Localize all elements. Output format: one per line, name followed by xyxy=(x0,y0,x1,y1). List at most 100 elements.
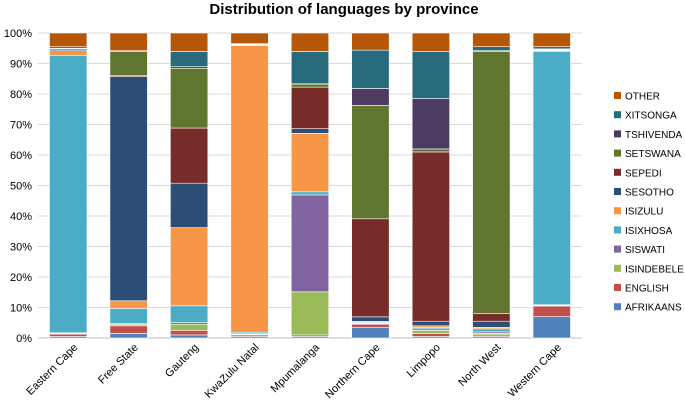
bar-segment-english-western-cape xyxy=(532,305,571,317)
legend-label: SETSWANA xyxy=(625,149,681,160)
y-tick-label: 100% xyxy=(4,28,32,40)
bar-segment-other-gauteng xyxy=(170,32,209,52)
y-tick-label: 60% xyxy=(10,150,32,162)
bar-segment-isixhosa-free-state xyxy=(109,308,148,324)
bar-segment-english-limpopo xyxy=(411,333,450,337)
x-tick-label: North West xyxy=(456,342,503,389)
bar-segment-xitsonga-mpumalanga xyxy=(290,51,330,85)
y-tick-label: 30% xyxy=(10,242,32,254)
bar-segment-sepedi-gauteng xyxy=(170,127,209,184)
legend-label: AFRIKAANS xyxy=(625,303,682,314)
x-axis-ticks: Eastern Cape Free State Gauteng KwaZulu Nat… xyxy=(24,341,564,400)
bar-segment-isixhosa-western-cape xyxy=(532,51,571,306)
bar-segment-xitsonga-gauteng xyxy=(170,51,209,68)
bar-segment-setswana-gauteng xyxy=(170,67,209,129)
bar-segment-sepedi-north-west xyxy=(472,313,511,322)
bar-segment-sesotho-mpumalanga xyxy=(290,128,330,134)
y-tick-label: 20% xyxy=(10,272,32,284)
bar-segment-sesotho-north-west xyxy=(472,320,511,328)
bar-segment-other-limpopo xyxy=(411,32,450,52)
legend: OTHER XITSONGA TSHIVENDA SETSWANA SEPEDI SESO… xyxy=(614,92,684,314)
y-tick-label: 0% xyxy=(16,333,32,345)
legend-swatch xyxy=(614,284,621,291)
bar-segment-english-eastern-cape xyxy=(49,333,88,337)
bar-segment-sepedi-northern-cape xyxy=(351,218,390,318)
bar-segment-setswana-free-state xyxy=(109,50,148,76)
y-axis-ticks: 0% 10% 20% 30% 40% 50% 60% 70% 80% 90% 100% xyxy=(4,28,32,345)
bar-segment-isizulu-gauteng xyxy=(170,227,209,307)
legend-label: ISIXHOSA xyxy=(625,226,673,237)
bar-segment-xitsonga-northern-cape xyxy=(351,49,390,89)
bar-segment-tshivenda-limpopo xyxy=(411,98,450,150)
bar-segment-other-mpumalanga xyxy=(290,32,330,52)
bar-segment-tshivenda-northern-cape xyxy=(351,88,390,106)
y-tick-label: 70% xyxy=(10,120,32,132)
bar-segment-other-north-west xyxy=(472,32,511,48)
legend-swatch xyxy=(614,245,621,253)
x-tick-label: KwaZulu Natal xyxy=(203,342,262,400)
bar-segment-siswati-mpumalanga xyxy=(290,194,330,293)
bar-segment-isindebele-gauteng xyxy=(170,323,209,331)
y-tick-label: 90% xyxy=(10,59,32,71)
legend-swatch xyxy=(614,303,621,311)
bar-segment-isizulu-free-state xyxy=(109,300,148,309)
bar-segment-setswana-mpumalanga xyxy=(290,83,330,88)
bar-segment-isixhosa-eastern-cape xyxy=(49,54,88,334)
legend-label: SISWATI xyxy=(625,245,665,256)
x-tick-label: Western Cape xyxy=(506,342,564,400)
bar-segment-isindebele-mpumalanga xyxy=(290,291,330,336)
legend-swatch xyxy=(614,188,621,195)
legend-label: ISIZULU xyxy=(625,207,663,218)
bar-segment-xitsonga-western-cape xyxy=(532,46,571,50)
bar-segment-setswana-northern-cape xyxy=(351,105,390,220)
legend-label: ISINDEBELE xyxy=(625,264,684,275)
bar-segment-xitsonga-limpopo xyxy=(411,50,450,99)
bar-segment-english-free-state xyxy=(109,325,148,334)
bar-segment-other-eastern-cape xyxy=(49,32,88,48)
legend-swatch xyxy=(614,111,621,119)
legend-swatch xyxy=(614,149,621,157)
legend-swatch xyxy=(614,207,621,215)
legend-swatch xyxy=(614,130,621,138)
bar-segment-other-kwazulu-natal xyxy=(230,32,269,44)
bar-segment-isizulu-mpumalanga xyxy=(290,133,330,193)
bar-segment-setswana-north-west xyxy=(472,50,511,314)
bar-segment-sepedi-limpopo xyxy=(411,151,450,322)
bar-segment-other-free-state xyxy=(109,32,148,51)
legend-label: OTHER xyxy=(625,92,660,103)
bar-segment-isixhosa-gauteng xyxy=(170,305,209,323)
x-tick-label: Mpumalanga xyxy=(269,341,323,395)
bar-segment-sesotho-gauteng xyxy=(170,182,209,228)
bar-segment-english-gauteng xyxy=(170,330,209,336)
bar-segment-afrikaans-northern-cape xyxy=(351,326,390,339)
x-tick-label: Limpopo xyxy=(405,342,443,380)
bars xyxy=(49,32,571,339)
bar-segment-other-western-cape xyxy=(532,32,571,48)
bar-segment-sepedi-mpumalanga xyxy=(290,86,330,130)
legend-label: ENGLISH xyxy=(625,284,669,295)
x-tick-label: Free State xyxy=(96,342,141,387)
bar-segment-isizulu-kwazulu-natal xyxy=(230,45,269,333)
bar-segment-isizulu-eastern-cape xyxy=(49,50,88,56)
bar-segment-afrikaans-free-state xyxy=(109,333,148,339)
legend-swatch xyxy=(614,168,621,176)
legend-label: SESOTHO xyxy=(625,188,674,199)
chart-title: Distribution of languages by province xyxy=(209,1,478,18)
legend-swatch xyxy=(614,264,621,272)
bar-segment-xitsonga-north-west xyxy=(472,46,511,51)
legend-label: XITSONGA xyxy=(625,111,677,122)
x-tick-label: Gauteng xyxy=(163,342,201,380)
x-tick-label: Eastern Cape xyxy=(24,342,80,398)
bar-segment-sesotho-limpopo xyxy=(411,320,450,327)
y-tick-label: 10% xyxy=(10,303,32,315)
y-tick-label: 40% xyxy=(10,211,32,223)
legend-swatch xyxy=(614,226,621,234)
y-tick-label: 50% xyxy=(10,181,32,193)
legend-swatch xyxy=(614,92,621,99)
bar-segment-isindebele-limpopo xyxy=(411,330,450,334)
bar-segment-isixhosa-mpumalanga xyxy=(290,191,330,196)
legend-label: SEPEDI xyxy=(625,168,662,179)
bar-segment-afrikaans-western-cape xyxy=(532,316,571,339)
